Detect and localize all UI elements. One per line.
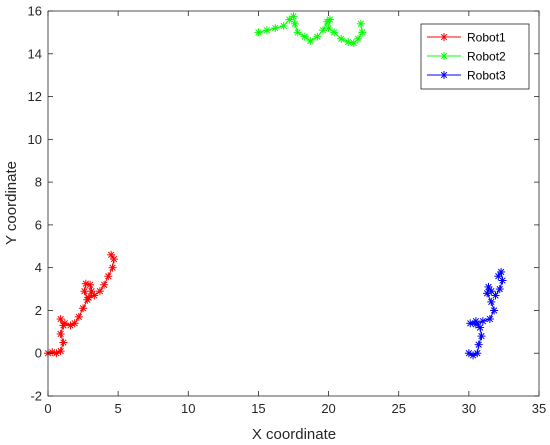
data-point <box>485 315 494 323</box>
data-point <box>344 38 353 47</box>
data-point <box>484 282 493 291</box>
data-point <box>473 349 482 358</box>
data-point <box>66 321 75 330</box>
data-point <box>483 289 492 298</box>
x-tick-label: 30 <box>462 401 476 416</box>
x-tick-label: 20 <box>321 401 335 416</box>
y-tick-label: 2 <box>35 303 42 318</box>
series-line-robot2 <box>258 15 363 44</box>
data-point <box>87 287 96 296</box>
data-point <box>337 34 346 43</box>
data-point <box>80 287 89 296</box>
y-tick-label: 10 <box>28 132 42 147</box>
data-point <box>279 21 288 30</box>
data-point <box>70 319 79 328</box>
data-point <box>90 291 99 300</box>
legend-marker <box>440 71 448 79</box>
y-tick-label: 12 <box>28 89 42 104</box>
data-point <box>289 12 298 21</box>
data-point <box>474 340 483 349</box>
data-point <box>477 332 486 341</box>
legend-entry-robot2: Robot2 <box>427 50 506 64</box>
x-axis-title: X coordinate <box>252 426 336 443</box>
data-point <box>109 255 118 264</box>
data-point <box>471 320 480 329</box>
y-tick-label: 4 <box>35 260 42 275</box>
data-point <box>464 349 473 358</box>
data-point <box>74 312 83 321</box>
data-point <box>330 28 339 37</box>
data-point <box>354 34 363 43</box>
data-point <box>494 272 503 281</box>
y-tick-label: 14 <box>28 46 42 61</box>
data-point <box>476 323 485 332</box>
data-point <box>313 32 322 41</box>
data-point <box>478 317 487 326</box>
legend-entry-robot1: Robot1 <box>427 31 506 45</box>
data-point <box>79 304 88 313</box>
y-axis-title: Y coordinate <box>3 161 20 245</box>
data-point <box>325 15 334 24</box>
legend: Robot1 Robot2 Robot3 <box>420 23 530 90</box>
legend-marker <box>440 52 448 60</box>
data-point <box>262 26 271 35</box>
x-tick-label: 25 <box>391 401 405 416</box>
data-point <box>497 267 506 276</box>
series-layer <box>44 12 507 360</box>
x-tick-label: 5 <box>115 401 122 416</box>
legend-label: Robot1 <box>467 31 506 45</box>
data-point <box>104 272 113 281</box>
data-point <box>324 24 333 33</box>
data-point <box>290 19 299 28</box>
data-point <box>487 297 496 306</box>
x-tick-label: 10 <box>181 401 195 416</box>
legend-label: Robot2 <box>467 50 506 64</box>
legend-marker <box>440 33 448 41</box>
data-point <box>469 351 478 360</box>
data-point <box>490 306 499 315</box>
data-point <box>358 28 367 37</box>
data-point <box>466 319 475 328</box>
x-tick-label: 15 <box>251 401 265 416</box>
series-robot3 <box>464 267 507 360</box>
y-tick-label: -2 <box>30 389 42 404</box>
legend-entry-robot3: Robot3 <box>427 69 506 83</box>
data-point <box>95 287 104 296</box>
x-tick-label: 35 <box>532 401 546 416</box>
legend-box <box>420 23 530 90</box>
x-tick-label: 0 <box>44 401 51 416</box>
data-point <box>56 329 65 338</box>
data-point <box>293 28 302 37</box>
data-point <box>56 347 65 356</box>
legend-label: Robot3 <box>467 69 506 83</box>
y-tick-label: 16 <box>28 4 42 19</box>
series-robot1 <box>44 250 118 358</box>
data-point <box>285 15 294 24</box>
data-point <box>107 250 116 259</box>
data-point <box>52 349 61 358</box>
data-point <box>300 32 309 41</box>
series-robot2 <box>254 12 367 48</box>
data-point <box>306 36 315 45</box>
data-point <box>83 295 92 304</box>
data-point <box>59 338 68 347</box>
y-tick-label: 0 <box>35 346 42 361</box>
data-point <box>254 28 263 37</box>
y-tick-label: 8 <box>35 175 42 190</box>
data-point <box>86 280 95 289</box>
data-point <box>100 280 109 289</box>
plot-area-frame <box>47 10 540 397</box>
data-point <box>271 24 280 33</box>
data-point <box>491 291 500 300</box>
y-tick-label: 6 <box>35 217 42 232</box>
data-point <box>495 285 504 294</box>
data-point <box>356 19 365 28</box>
data-point <box>108 263 117 272</box>
